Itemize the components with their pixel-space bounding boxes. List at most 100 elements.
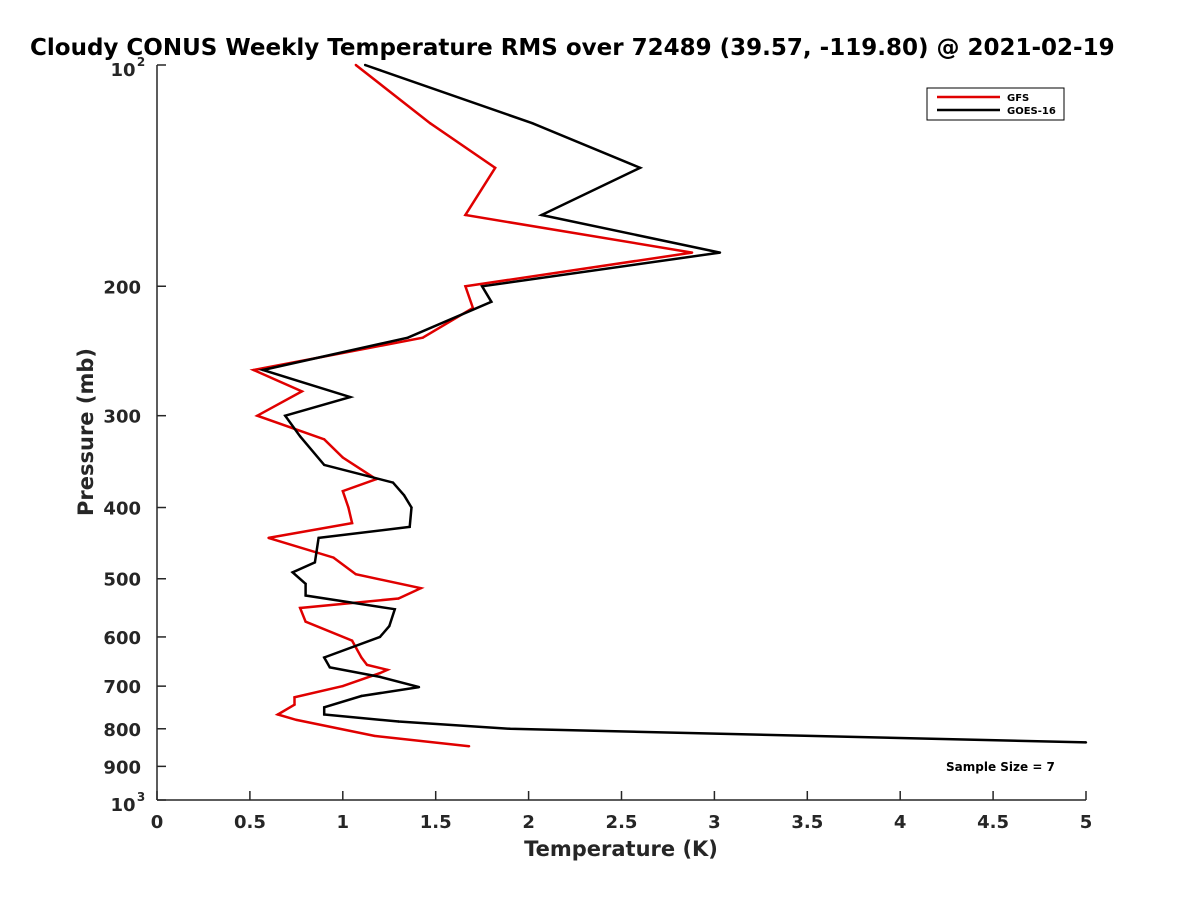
series-line-gfs xyxy=(249,64,693,748)
data-point xyxy=(378,635,382,639)
legend: GFS GOES-16 xyxy=(926,87,1065,121)
data-point xyxy=(391,481,395,484)
data-point xyxy=(388,624,391,628)
data-point xyxy=(373,734,376,738)
x-axis-ticks: 0 0.5 1 1.5 2 2.5 3 3.5 4 4.5 5 xyxy=(151,791,1093,833)
data-point xyxy=(397,720,400,723)
x-tick-label: 0.5 xyxy=(234,812,266,833)
data-point xyxy=(464,285,467,288)
data-point xyxy=(252,368,255,372)
data-point xyxy=(417,685,421,689)
data-point xyxy=(540,213,543,217)
y-axis-label: Pressure (mb) xyxy=(74,348,98,516)
series-points-goes16 xyxy=(261,63,1088,744)
series-layer xyxy=(249,63,1088,748)
data-point xyxy=(490,300,493,303)
y-tick-label: 200 xyxy=(103,277,141,298)
data-point xyxy=(363,63,367,67)
y-tick-label: 10 xyxy=(110,795,135,816)
data-point xyxy=(261,368,265,372)
data-point xyxy=(323,713,326,716)
x-tick-label: 4 xyxy=(894,812,907,833)
data-point xyxy=(378,675,382,679)
data-point xyxy=(313,561,317,564)
data-point xyxy=(341,684,344,688)
data-point xyxy=(718,251,722,254)
x-tick-label: 3.5 xyxy=(791,812,823,833)
data-point xyxy=(421,336,424,339)
y-tick-exponent: 2 xyxy=(137,55,145,69)
data-point xyxy=(291,571,294,574)
x-tick-label: 0 xyxy=(151,812,164,833)
data-point xyxy=(393,608,396,611)
data-point xyxy=(406,336,409,339)
data-point xyxy=(1084,741,1088,744)
data-point xyxy=(349,395,352,399)
data-point xyxy=(386,668,389,671)
x-tick-label: 4.5 xyxy=(977,812,1009,833)
chart-title: Cloudy CONUS Weekly Temperature RMS over… xyxy=(30,35,1115,61)
x-tick-label: 2 xyxy=(522,812,535,833)
y-tick-label: 400 xyxy=(103,499,141,520)
data-point xyxy=(304,582,307,585)
legend-label-goes16: GOES-16 xyxy=(1007,106,1056,117)
data-point xyxy=(428,122,432,125)
x-tick-label: 1.5 xyxy=(420,812,452,833)
y-tick-label: 900 xyxy=(103,757,141,778)
data-point xyxy=(304,594,307,597)
data-point xyxy=(408,525,411,529)
y-tick-label: 500 xyxy=(103,570,141,591)
x-tick-label: 5 xyxy=(1080,812,1093,833)
data-point xyxy=(323,706,326,709)
sample-size-annotation: Sample Size = 7 xyxy=(946,760,1055,774)
data-point xyxy=(402,494,406,497)
x-tick-label: 2.5 xyxy=(606,812,638,833)
data-point xyxy=(638,166,642,169)
y-tick-label: 800 xyxy=(103,720,141,741)
data-point xyxy=(300,390,304,393)
data-point xyxy=(410,506,413,509)
data-point xyxy=(508,727,512,730)
data-point xyxy=(293,703,296,706)
data-point xyxy=(276,713,279,716)
data-point xyxy=(464,213,467,217)
data-point xyxy=(304,620,307,623)
data-point xyxy=(350,521,354,525)
data-point xyxy=(267,536,270,540)
data-point xyxy=(531,122,534,125)
y-tick-exponent: 3 xyxy=(137,790,145,804)
data-point xyxy=(323,438,326,441)
data-point xyxy=(360,656,363,659)
data-point xyxy=(298,606,302,610)
data-point xyxy=(494,166,497,169)
x-axis-label: Temperature (K) xyxy=(524,837,718,861)
data-point xyxy=(317,536,320,540)
x-tick-label: 1 xyxy=(337,812,350,833)
data-point xyxy=(347,506,350,509)
y-tick-label: 300 xyxy=(103,407,141,428)
data-point xyxy=(354,573,357,576)
data-point xyxy=(360,694,363,698)
y-tick-label: 700 xyxy=(103,677,141,698)
plot-area xyxy=(157,65,1086,800)
y-tick-label: 600 xyxy=(103,628,141,649)
data-point xyxy=(378,671,382,675)
data-point xyxy=(480,285,484,288)
legend-box xyxy=(926,87,1065,121)
data-point xyxy=(350,639,354,642)
data-point xyxy=(341,489,344,493)
data-point xyxy=(293,696,296,699)
data-point xyxy=(295,718,298,722)
data-point xyxy=(365,663,369,667)
series-points-gfs xyxy=(252,63,694,748)
data-point xyxy=(341,456,344,459)
data-point xyxy=(298,435,302,438)
x-tick-label: 3 xyxy=(708,812,721,833)
data-point xyxy=(419,587,422,590)
data-point xyxy=(397,597,400,600)
data-point xyxy=(256,414,259,417)
data-point xyxy=(467,745,471,748)
data-point xyxy=(323,656,326,659)
